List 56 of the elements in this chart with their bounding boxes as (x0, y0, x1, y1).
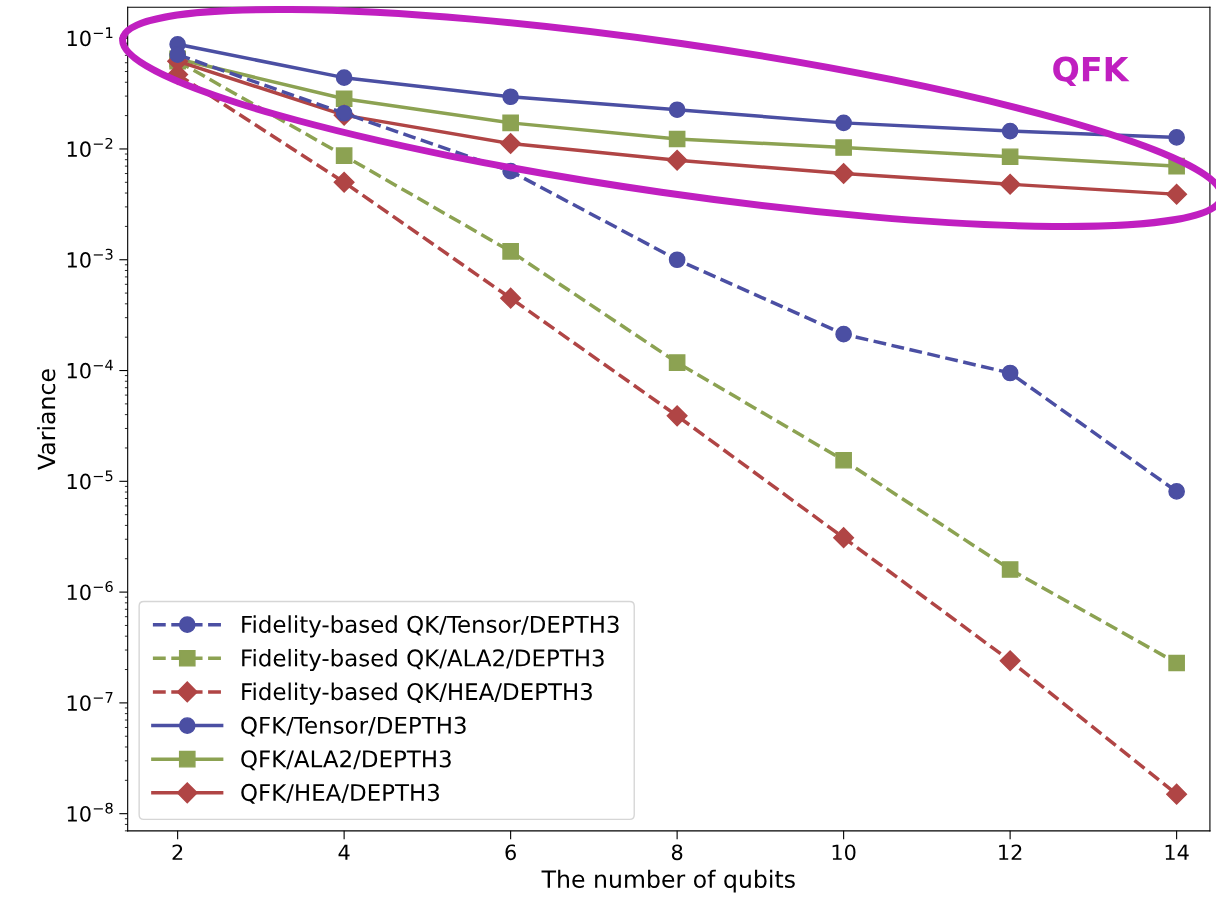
legend-label: QFK/HEA/DEPTH3 (241, 783, 439, 804)
legend-label: Fidelity-based QK/HEA/DEPTH3 (242, 682, 592, 705)
point (666, 405, 688, 427)
point (833, 163, 855, 185)
legend-label: QFK/ALA2/DEPTH3 (241, 750, 451, 771)
point (666, 149, 688, 171)
point (668, 130, 686, 148)
y-tick-label: 10$^{−3}$ (67, 248, 113, 268)
x-tick-label: 12 (999, 844, 1022, 860)
point (835, 451, 852, 469)
y-tick-label: 10$^{−8}$ (67, 802, 113, 822)
x-axis-title: The number of qubits (541, 869, 795, 893)
point (999, 173, 1021, 195)
legend-label: QFK/Tensor/DEPTH3 (241, 716, 466, 737)
point (835, 114, 852, 132)
point (835, 139, 852, 156)
x-tick-label: 8 (671, 844, 683, 861)
point (835, 325, 852, 343)
point (1168, 483, 1185, 500)
point (1001, 148, 1019, 166)
point (333, 171, 355, 193)
y-axis-title: Variance (37, 369, 56, 470)
point (668, 354, 686, 371)
y-tick-label: 10$^{−5}$ (67, 470, 113, 490)
point (335, 90, 353, 108)
y-tick-label: 10$^{−7}$ (67, 692, 113, 711)
y-tick-label: 10$^{−2}$ (67, 137, 113, 158)
annotation: QFK (1053, 56, 1130, 87)
point (500, 132, 522, 155)
legend-label: Fidelity-based QK/ALA2/DEPTH3 (242, 648, 604, 672)
point (1001, 364, 1019, 382)
x-tick-label: 14 (1165, 844, 1189, 860)
point (1168, 129, 1185, 146)
point (1001, 561, 1019, 578)
point (1166, 183, 1188, 205)
y-tick-label: 10$^{−1}$ (67, 27, 113, 47)
point (1168, 654, 1185, 672)
point (502, 243, 519, 260)
point (1001, 122, 1019, 140)
point (668, 251, 686, 269)
point (1166, 783, 1188, 805)
point (335, 147, 353, 164)
point (502, 114, 519, 132)
point (335, 69, 353, 87)
legend-label: Fidelity-based QK/Tensor/DEPTH3 (242, 615, 619, 638)
point (502, 88, 519, 106)
y-tick-label: 10$^{−4}$ (67, 359, 113, 379)
point (500, 287, 522, 309)
y-tick-label: 10$^{−6}$ (67, 581, 113, 601)
point (999, 650, 1021, 672)
x-tick-label: 6 (505, 844, 516, 861)
x-tick-label: 4 (338, 844, 350, 860)
point (668, 101, 686, 119)
x-tick-label: 10 (832, 844, 856, 861)
x-tick-label: 2 (172, 844, 183, 860)
point (833, 527, 855, 549)
